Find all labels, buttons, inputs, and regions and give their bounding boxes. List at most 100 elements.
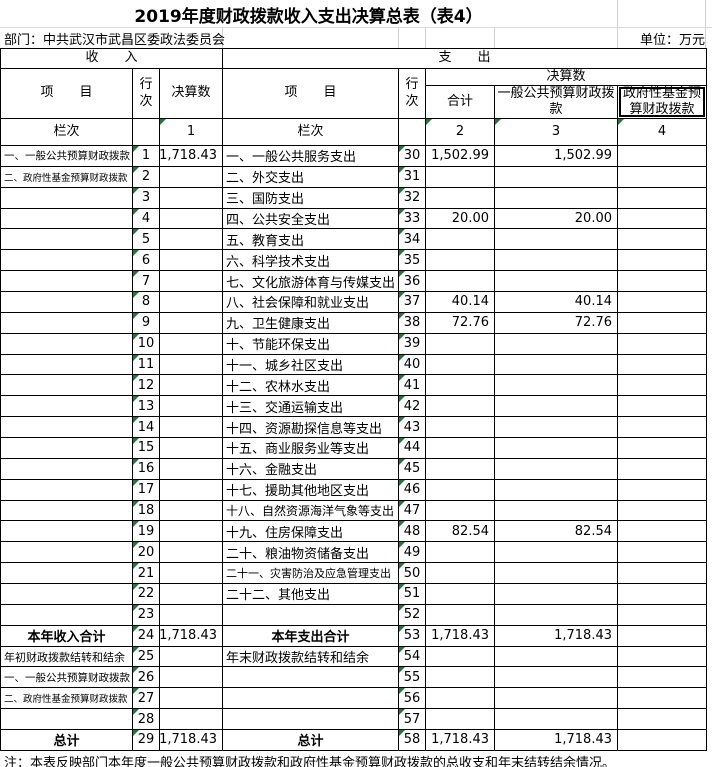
expense-item-cell[interactable]: 总计 — [223, 730, 399, 751]
income-amount-cell[interactable] — [160, 417, 223, 439]
expense-general-cell[interactable] — [495, 229, 618, 251]
expense-general-cell[interactable] — [495, 250, 618, 272]
expense-total-cell[interactable] — [426, 250, 495, 272]
expense-item-colindex-label[interactable]: 栏次 — [223, 119, 399, 146]
expense-item-cell[interactable]: 二十一、灾害防治及应急管理支出 — [223, 563, 399, 585]
income-amount-cell[interactable] — [160, 229, 223, 251]
expense-govfund-cell[interactable] — [618, 542, 707, 564]
expense-item-cell[interactable]: 十四、资源勘探信息等支出 — [223, 417, 399, 439]
income-amount-cell[interactable] — [160, 166, 223, 188]
expense-total-header[interactable]: 合计 — [426, 86, 495, 119]
expense-rownum-cell[interactable]: 33 — [399, 208, 426, 230]
expense-govfund-cell[interactable] — [618, 312, 707, 334]
income-item-cell[interactable] — [1, 229, 133, 251]
income-item-cell[interactable] — [1, 250, 133, 272]
income-amount-cell[interactable] — [160, 479, 223, 501]
colnum-2-cell[interactable]: 2 — [426, 119, 495, 146]
expense-total-cell[interactable]: 1,718.43 — [426, 730, 495, 751]
expense-govfund-cell[interactable] — [618, 730, 707, 751]
income-amount-cell[interactable] — [160, 333, 223, 355]
expense-govfund-cell[interactable] — [618, 250, 707, 272]
expense-total-cell[interactable] — [426, 563, 495, 585]
expense-item-cell[interactable]: 十七、援助其他地区支出 — [223, 479, 399, 501]
expense-rownum-cell[interactable]: 38 — [399, 312, 426, 334]
expense-item-cell[interactable]: 二十、粮油物资储备支出 — [223, 542, 399, 564]
income-amount-cell[interactable] — [160, 250, 223, 272]
expense-govfund-cell[interactable] — [618, 625, 707, 647]
expense-govfund-cell[interactable] — [618, 187, 707, 209]
expense-general-cell[interactable] — [495, 166, 618, 188]
expense-general-cell[interactable]: 82.54 — [495, 521, 618, 543]
expense-general-cell[interactable]: 72.76 — [495, 312, 618, 334]
income-amount-cell[interactable]: 1,718.43 — [160, 625, 223, 647]
expense-rownum-cell[interactable]: 57 — [399, 709, 426, 731]
income-item-cell[interactable] — [1, 438, 133, 459]
expense-rownum-cell[interactable]: 39 — [399, 333, 426, 355]
income-item-cell[interactable] — [1, 479, 133, 501]
income-item-cell[interactable] — [1, 542, 133, 564]
expense-general-cell[interactable] — [495, 187, 618, 209]
expense-govfund-cell[interactable] — [618, 521, 707, 543]
expense-total-cell[interactable] — [426, 375, 495, 397]
expense-rownum-cell[interactable]: 53 — [399, 625, 426, 647]
expense-govfund-cell[interactable] — [618, 333, 707, 355]
expense-general-cell[interactable]: 1,502.99 — [495, 146, 618, 167]
expense-total-cell[interactable] — [426, 187, 495, 209]
expense-govfund-cell[interactable] — [618, 584, 707, 605]
expense-item-cell[interactable]: 七、文化旅游体育与传媒支出 — [223, 271, 399, 293]
income-item-cell[interactable]: 二、政府性基金预算财政拨款 — [1, 166, 133, 188]
income-item-cell[interactable] — [1, 375, 133, 397]
income-item-cell[interactable] — [1, 312, 133, 334]
income-item-cell[interactable]: 一、一般公共预算财政拨款 — [1, 146, 133, 167]
expense-general-cell[interactable] — [495, 333, 618, 355]
expense-general-cell[interactable] — [495, 542, 618, 564]
income-item-cell[interactable] — [1, 271, 133, 293]
income-rownum-cell[interactable]: 13 — [133, 396, 160, 418]
expense-general-cell[interactable] — [495, 688, 618, 710]
income-rownum-cell[interactable]: 29 — [133, 730, 160, 751]
expense-govfund-cell[interactable] — [618, 166, 707, 188]
income-amount-cell[interactable]: 1,718.43 — [160, 730, 223, 751]
expense-rownum-cell[interactable]: 35 — [399, 250, 426, 272]
income-amount-cell[interactable] — [160, 542, 223, 564]
expense-govfund-cell[interactable] — [618, 146, 707, 167]
expense-rownum-cell[interactable]: 51 — [399, 584, 426, 605]
expense-total-cell[interactable] — [426, 333, 495, 355]
blank-cell[interactable] — [133, 119, 160, 146]
expense-item-cell[interactable]: 九、卫生健康支出 — [223, 312, 399, 334]
expense-general-cell[interactable] — [495, 375, 618, 397]
income-amount-cell[interactable] — [160, 438, 223, 459]
income-amount-cell[interactable] — [160, 604, 223, 626]
expense-total-cell[interactable] — [426, 166, 495, 188]
income-item-cell[interactable] — [1, 187, 133, 209]
expense-total-cell[interactable] — [426, 667, 495, 689]
income-amount-cell[interactable] — [160, 271, 223, 293]
income-item-cell[interactable] — [1, 458, 133, 480]
expense-govfund-cell[interactable] — [618, 417, 707, 439]
income-amount-cell[interactable] — [160, 458, 223, 480]
expense-govfund-cell[interactable] — [618, 709, 707, 731]
expense-general-cell[interactable] — [495, 563, 618, 585]
income-amount-cell[interactable] — [160, 646, 223, 668]
expense-item-cell[interactable]: 年末财政拨款结转和结余 — [223, 646, 399, 668]
income-item-cell[interactable] — [1, 563, 133, 585]
income-item-cell[interactable] — [1, 604, 133, 626]
expense-govfund-cell[interactable] — [618, 479, 707, 501]
income-item-cell[interactable] — [1, 292, 133, 313]
expense-total-cell[interactable]: 1,502.99 — [426, 146, 495, 167]
income-item-cell[interactable]: 本年收入合计 — [1, 625, 133, 647]
income-amount-cell[interactable] — [160, 375, 223, 397]
income-rownum-header[interactable]: 行次 — [133, 69, 160, 119]
expense-total-cell[interactable] — [426, 584, 495, 605]
colnum-3-cell[interactable]: 3 — [495, 119, 618, 146]
income-item-cell[interactable]: 一、一般公共预算财政拨款 — [1, 667, 133, 689]
expense-govfund-cell[interactable] — [618, 458, 707, 480]
expense-rownum-cell[interactable]: 48 — [399, 521, 426, 543]
expense-rownum-cell[interactable]: 54 — [399, 646, 426, 668]
expense-total-cell[interactable] — [426, 271, 495, 293]
expense-total-cell[interactable] — [426, 438, 495, 459]
income-amount-cell[interactable] — [160, 709, 223, 731]
expense-total-cell[interactable] — [426, 479, 495, 501]
expense-general-cell[interactable] — [495, 396, 618, 418]
expense-item-cell[interactable]: 十二、农林水支出 — [223, 375, 399, 397]
